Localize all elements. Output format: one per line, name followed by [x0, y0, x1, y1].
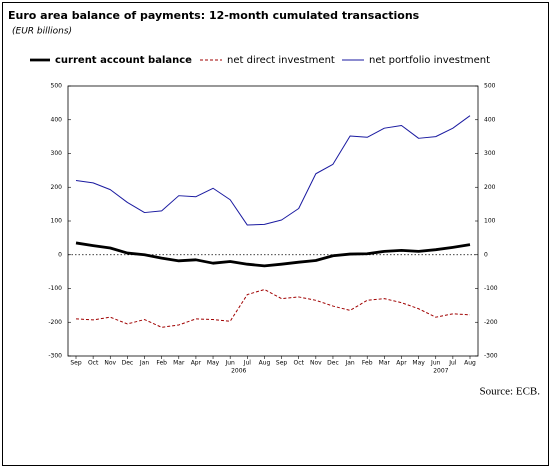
x-tick-label: Dec — [327, 360, 339, 367]
legend-label: current account balance — [55, 55, 192, 66]
y-tick-label: 200 — [51, 184, 63, 191]
y-tick-label: -100 — [48, 285, 62, 292]
y-tick-label: 300 — [51, 150, 63, 157]
x-tick-label: Jan — [344, 360, 354, 367]
y2-tick-label: 0 — [484, 251, 488, 258]
series-line — [75, 115, 471, 226]
series-line — [75, 241, 471, 268]
x-tick-label: Feb — [362, 360, 373, 367]
x-tick-label: May — [207, 360, 220, 367]
y-tick-label: 100 — [51, 218, 63, 225]
x-tick-label: Jul — [448, 360, 457, 367]
y2-tick-label: 500 — [484, 83, 496, 90]
frame — [2, 2, 549, 466]
year-label: 2007 — [433, 368, 448, 375]
x-tick-label: Dec — [122, 360, 134, 367]
x-tick-label: Jun — [430, 360, 441, 367]
y-tick-label: -300 — [48, 353, 62, 360]
plot-area — [67, 85, 479, 357]
x-tick-label: Mar — [173, 360, 185, 367]
x-tick-label: Jul — [243, 360, 252, 367]
series-line — [75, 289, 471, 328]
x-tick-label: Feb — [156, 360, 167, 367]
legend-label: net portfolio investment — [369, 55, 490, 66]
y2-tick-label: 200 — [484, 184, 496, 191]
legend-label: net direct investment — [227, 55, 335, 66]
y-tick-label: 0 — [58, 251, 62, 258]
y2-tick-label: -200 — [484, 319, 498, 326]
x-tick-label: May — [412, 360, 425, 367]
x-tick-label: Sep — [70, 360, 82, 367]
x-tick-label: Aug — [259, 360, 271, 367]
x-tick-label: Aug — [464, 360, 476, 367]
x-tick-label: Jun — [224, 360, 235, 367]
x-tick-label: Jan — [139, 360, 149, 367]
x-tick-label: Oct — [294, 360, 305, 367]
x-tick-label: Apr — [396, 360, 407, 367]
y2-tick-label: 300 — [484, 150, 496, 157]
y2-tick-label: 100 — [484, 218, 496, 225]
y2-tick-label: -300 — [484, 353, 498, 360]
x-tick-label: Apr — [191, 360, 202, 367]
y2-tick-label: -100 — [484, 285, 498, 292]
y-tick-label: -200 — [48, 319, 62, 326]
x-tick-label: Mar — [379, 360, 391, 367]
x-tick-label: Sep — [276, 360, 288, 367]
y-tick-label: 500 — [51, 83, 63, 90]
y-tick-label: 400 — [51, 116, 63, 123]
x-tick-label: Nov — [104, 360, 116, 367]
x-tick-label: Nov — [310, 360, 322, 367]
year-label: 2006 — [231, 368, 246, 375]
source: Source: ECB. — [480, 386, 541, 398]
chart-title: Euro area balance of payments: 12-month … — [8, 9, 420, 22]
y2-tick-label: 400 — [484, 116, 496, 123]
chart-subtitle: (EUR billions) — [12, 27, 72, 37]
x-tick-label: Oct — [88, 360, 99, 367]
